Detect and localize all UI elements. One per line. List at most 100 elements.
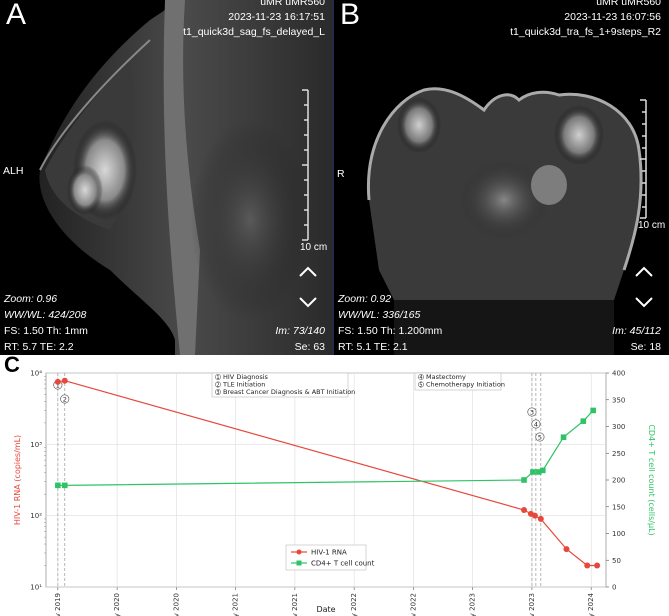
- cd4-point: [580, 418, 587, 424]
- y-right-tick-label: 250: [612, 450, 625, 458]
- scroll-up-button-b[interactable]: [631, 262, 657, 282]
- scale-label-a: 10 cm: [300, 242, 328, 253]
- event-marker-number: 2: [63, 395, 67, 403]
- manufacturer-b: uMR uMR560: [596, 0, 661, 8]
- y-right-tick-label: 300: [612, 423, 625, 431]
- x-axis-label: Date: [316, 605, 335, 614]
- datetime-a: 2023-11-23 16:17:51: [228, 11, 325, 23]
- x-tick-label: Nov 2021: [291, 593, 299, 616]
- scale-label-b: 10 cm: [638, 220, 666, 231]
- event-legend-number: 3: [216, 390, 219, 396]
- series-legend-box: [285, 544, 367, 571]
- event-legend-label: Mastectomy: [426, 373, 466, 381]
- wwwl-b: WW/WL: 336/165: [338, 309, 421, 321]
- hiv-rna-point: [594, 562, 601, 569]
- event-marker: [527, 407, 537, 417]
- legend-rna-marker: [296, 549, 302, 555]
- x-tick-label: May 2021: [232, 593, 240, 616]
- event-legend-label: Chemotherapy Initiation: [426, 381, 505, 389]
- y-right-tick-label: 350: [612, 396, 625, 404]
- panel-letter-c: C: [4, 352, 20, 377]
- chevron-down-icon: [299, 297, 317, 308]
- hiv-rna-point: [521, 507, 528, 514]
- chevron-down-icon: [635, 297, 653, 308]
- event-legend-box-1: [211, 372, 349, 398]
- event-marker: [535, 432, 545, 442]
- event-legend-number: 1: [216, 375, 219, 381]
- x-tick-label: Nov 2022: [409, 593, 417, 616]
- image-index-b: Im: 45/112: [612, 325, 661, 337]
- event-marker-number: 5: [538, 433, 542, 441]
- y-right-tick-label: 100: [612, 530, 625, 538]
- event-marker-number: 1: [56, 381, 60, 389]
- sequence-b: t1_quick3d_tra_fs_1+9steps_R2: [510, 26, 661, 38]
- event-legend-marker: [215, 374, 221, 380]
- event-legend-number: 5: [419, 383, 422, 389]
- y-left-tick-label: 10²: [30, 512, 42, 520]
- chevron-up-icon: [299, 266, 317, 277]
- panel-divider: [333, 0, 334, 355]
- event-marker-number: 4: [534, 420, 538, 428]
- y-left-tick-label: 10⁴: [30, 370, 42, 378]
- cd4-point: [55, 482, 61, 489]
- event-legend-marker: [215, 389, 221, 395]
- event-legend-marker: [418, 374, 424, 380]
- y-right-tick-label: 150: [612, 503, 625, 511]
- orientation-label-b: R: [337, 168, 345, 180]
- y-right-tick-label: 400: [612, 370, 625, 378]
- event-legend-number: 4: [419, 375, 422, 381]
- cd4-point: [521, 477, 527, 483]
- event-legend-label: Breast Cancer Diagnosis & ABT Initiation: [223, 388, 355, 396]
- rt-te-b: RT: 5.1 TE: 2.1: [338, 341, 408, 353]
- y-left-tick-label: 10³: [30, 441, 42, 449]
- legend-rna-label: HIV-1 RNA: [311, 549, 347, 557]
- cd4-point: [590, 407, 596, 414]
- y-left-axis-label: HIV-1 RNA (copies/mL): [13, 435, 22, 525]
- fs-th-a: FS: 1.50 Th: 1mm: [4, 325, 88, 337]
- y-right-tick-label: 200: [612, 477, 625, 485]
- cd4-point: [560, 434, 567, 440]
- hiv-rna-point: [531, 512, 538, 519]
- event-marker-number: 3: [530, 408, 534, 416]
- series-a: Se: 63: [294, 341, 325, 353]
- panel-letter-a: A: [6, 0, 27, 31]
- x-tick-label: May 2020: [113, 593, 121, 616]
- y-right-tick-label: 0: [612, 584, 616, 592]
- zoom-a: Zoom: 0.96: [4, 293, 58, 305]
- sequence-a: t1_quick3d_sag_fs_delayed_L: [183, 26, 325, 38]
- panel-letter-b: B: [340, 0, 361, 31]
- fs-th-b: FS: 1.50 Th: 1.200mm: [338, 325, 443, 337]
- image-index-a: Im: 73/140: [275, 325, 325, 337]
- legend-cd4-label: CD4+ T cell count: [311, 560, 375, 568]
- cd4-point: [61, 482, 68, 489]
- hiv-cd4-timeline-chart: Nov 2019 May 2020 Nov 2020 May 2021 Nov 2021…: [13, 370, 656, 616]
- cd4-point: [530, 469, 536, 475]
- orientation-label-a: ALH: [3, 165, 24, 177]
- event-legend-label: HIV Diagnosis: [223, 373, 269, 381]
- scroll-down-button-b[interactable]: [631, 292, 657, 312]
- x-tick-label: Nov 2023: [528, 593, 536, 616]
- hiv-rna-point: [61, 377, 68, 384]
- chevron-up-icon: [635, 266, 653, 277]
- hiv-rna-point: [54, 378, 61, 385]
- legend-cd4-marker: [296, 560, 302, 566]
- mri-panel-b: B uMR uMR560 2023-11-23 16:07:56 t1_quic…: [334, 0, 669, 355]
- event-marker: [531, 419, 541, 429]
- scroll-up-button-a[interactable]: [295, 262, 321, 282]
- event-legend-box-2: [414, 372, 502, 391]
- y-left-tick-label: 10¹: [30, 584, 42, 592]
- hiv-rna-point: [584, 562, 591, 569]
- x-tick-label: Nov 2019: [54, 593, 62, 616]
- cd4-point: [539, 467, 546, 474]
- event-legend-label: TLE Initiation: [222, 381, 265, 389]
- scroll-down-button-a[interactable]: [295, 292, 321, 312]
- hiv-rna-point: [563, 546, 570, 553]
- event-marker: [60, 394, 70, 404]
- manufacturer-a: uMR uMR560: [260, 0, 325, 8]
- sagittal-mri-image: [39, 0, 333, 355]
- zoom-b: Zoom: 0.92: [338, 293, 392, 305]
- y-right-tick-label: 50: [612, 557, 621, 565]
- x-tick-label: May 2022: [350, 593, 358, 616]
- wwwl-a: WW/WL: 424/208: [4, 309, 87, 321]
- x-tick-label: Nov 2020: [172, 593, 180, 616]
